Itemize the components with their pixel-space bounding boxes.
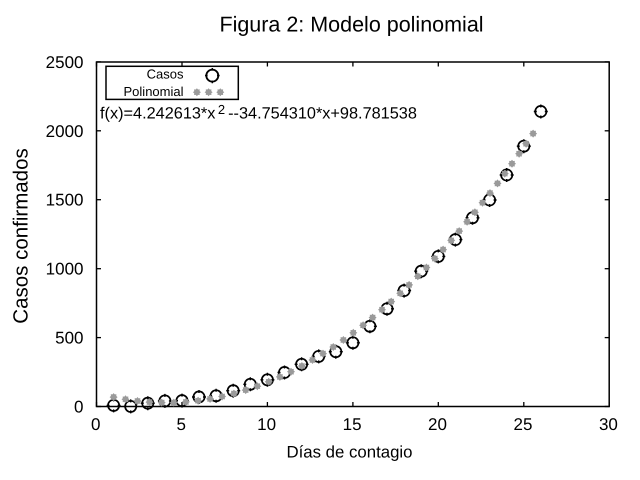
svg-text:0: 0 bbox=[74, 398, 83, 417]
svg-text:20: 20 bbox=[428, 415, 447, 434]
svg-text:15: 15 bbox=[343, 415, 362, 434]
svg-text:Polinomial: Polinomial bbox=[124, 84, 184, 99]
svg-text:0: 0 bbox=[91, 415, 100, 434]
svg-text:1000: 1000 bbox=[46, 260, 84, 279]
svg-text:f(x)=4.242613*x2--34.754310*x+: f(x)=4.242613*x 2 --34.754310*x+98.781538 bbox=[100, 102, 417, 123]
svg-text:500: 500 bbox=[55, 329, 83, 348]
svg-text:2000: 2000 bbox=[46, 122, 84, 141]
svg-text:10: 10 bbox=[257, 415, 276, 434]
svg-text:25: 25 bbox=[514, 415, 533, 434]
svg-text:1500: 1500 bbox=[46, 191, 84, 210]
svg-text:Casos: Casos bbox=[147, 67, 184, 82]
svg-text:Días de contagio: Días de contagio bbox=[287, 443, 413, 462]
svg-text:Casos confirmados: Casos confirmados bbox=[10, 148, 33, 323]
svg-text:30: 30 bbox=[599, 415, 618, 434]
svg-text:Figura 2: Modelo polinomial: Figura 2: Modelo polinomial bbox=[219, 12, 483, 36]
svg-text:2500: 2500 bbox=[46, 53, 84, 72]
svg-text:5: 5 bbox=[176, 415, 185, 434]
